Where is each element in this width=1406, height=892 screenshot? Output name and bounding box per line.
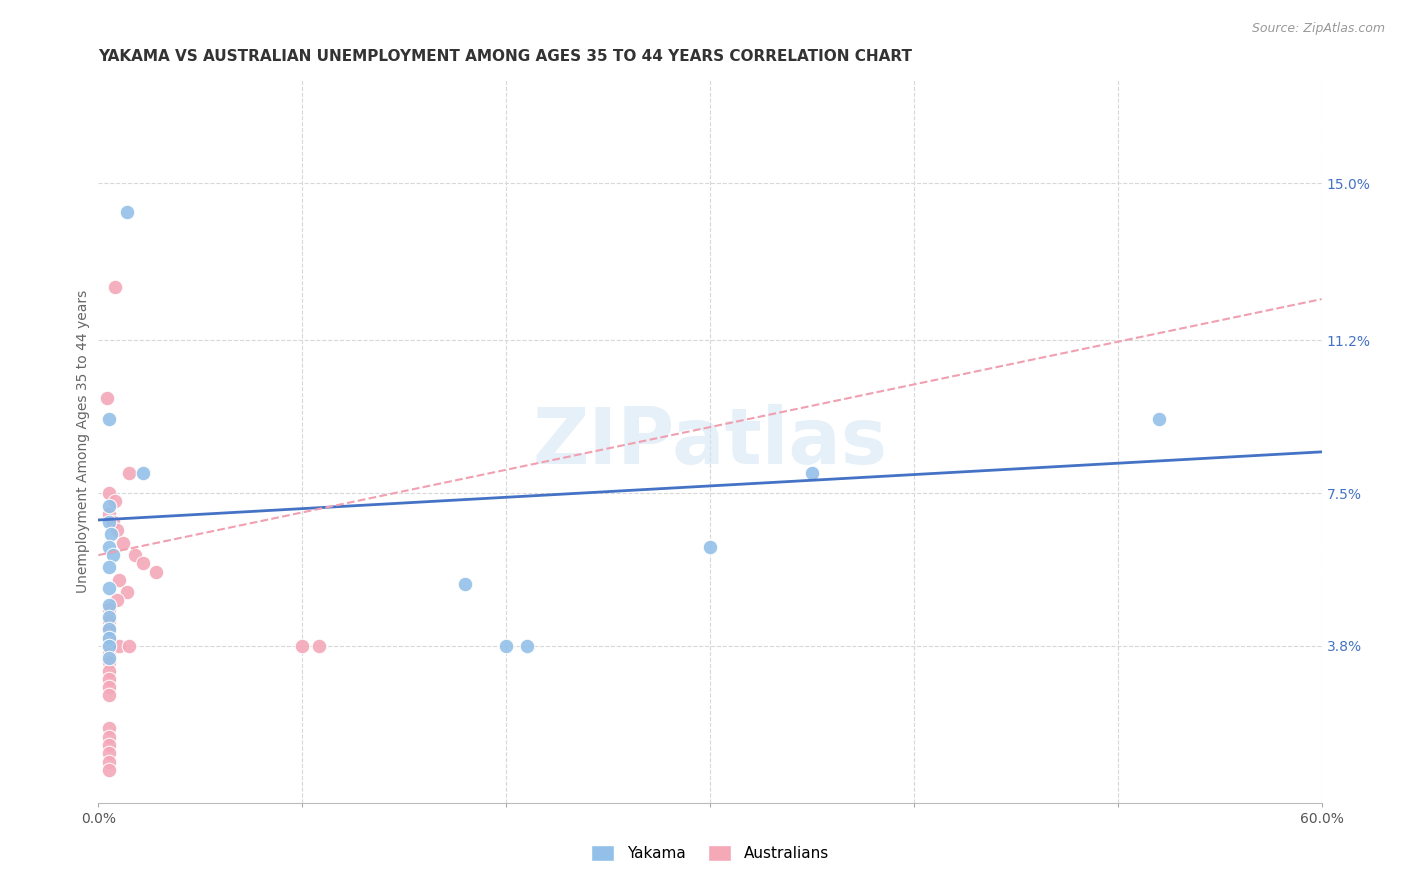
Point: [101, 548, 124, 562]
Point: [97, 623, 120, 637]
Point: [291, 639, 314, 653]
Legend: Yakama, Australians: Yakama, Australians: [585, 839, 835, 867]
Point: [97, 722, 120, 736]
Point: [97, 540, 120, 554]
Point: [118, 639, 141, 653]
Point: [97, 639, 120, 653]
Text: Source: ZipAtlas.com: Source: ZipAtlas.com: [1251, 22, 1385, 36]
Y-axis label: Unemployment Among Ages 35 to 44 years: Unemployment Among Ages 35 to 44 years: [76, 290, 90, 593]
Point: [97, 631, 120, 645]
Point: [454, 577, 477, 591]
Point: [145, 565, 167, 579]
Point: [97, 486, 120, 500]
Point: [801, 466, 824, 480]
Point: [699, 540, 721, 554]
Point: [97, 631, 120, 645]
Point: [516, 639, 538, 653]
Point: [118, 466, 141, 480]
Point: [97, 689, 120, 703]
Point: [97, 623, 120, 637]
Point: [108, 573, 131, 587]
Point: [97, 656, 120, 670]
Point: [97, 610, 120, 624]
Point: [115, 205, 138, 219]
Point: [97, 515, 120, 529]
Point: [124, 548, 146, 562]
Point: [97, 598, 120, 612]
Point: [97, 639, 120, 653]
Point: [104, 494, 127, 508]
Point: [97, 601, 120, 615]
Point: [97, 581, 120, 595]
Point: [97, 507, 120, 521]
Point: [97, 560, 120, 574]
Text: YAKAMA VS AUSTRALIAN UNEMPLOYMENT AMONG AGES 35 TO 44 YEARS CORRELATION CHART: YAKAMA VS AUSTRALIAN UNEMPLOYMENT AMONG …: [98, 49, 912, 64]
Point: [495, 639, 517, 653]
Text: ZIPatlas: ZIPatlas: [533, 403, 887, 480]
Point: [97, 730, 120, 744]
Point: [105, 593, 128, 607]
Point: [105, 524, 128, 538]
Point: [132, 557, 155, 571]
Point: [97, 763, 120, 777]
Point: [108, 639, 131, 653]
Point: [308, 639, 330, 653]
Point: [97, 647, 120, 661]
Point: [97, 499, 120, 513]
Point: [97, 738, 120, 752]
Point: [97, 672, 120, 686]
Point: [97, 755, 120, 769]
Point: [1147, 412, 1170, 426]
Point: [111, 535, 134, 549]
Point: [101, 515, 124, 529]
Point: [97, 651, 120, 665]
Point: [96, 391, 118, 405]
Point: [97, 412, 120, 426]
Point: [97, 680, 120, 694]
Point: [132, 466, 155, 480]
Point: [115, 585, 138, 599]
Point: [97, 614, 120, 628]
Point: [97, 746, 120, 760]
Point: [97, 664, 120, 678]
Point: [104, 279, 127, 293]
Point: [100, 527, 122, 541]
